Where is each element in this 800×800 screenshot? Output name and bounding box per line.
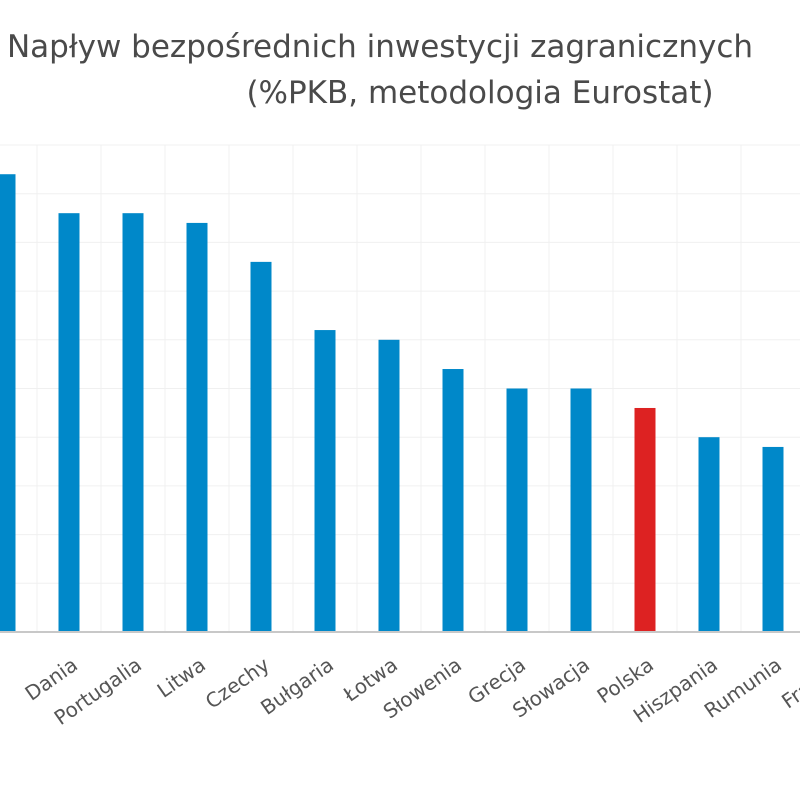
- bar-hiszpania: [698, 437, 720, 632]
- bar-rumunia: [762, 446, 784, 632]
- bar-czechy: [250, 261, 272, 632]
- bar-bułgaria: [314, 330, 336, 632]
- bars: [0, 174, 784, 633]
- bar-polska: [634, 407, 656, 632]
- gridlines: [0, 144, 800, 633]
- chart-title: Napływ bezpośrednich inwestycji zagranic…: [7, 29, 753, 65]
- x-tick-label: Bułgaria: [256, 652, 338, 719]
- bar-słowacja: [570, 388, 592, 632]
- x-tick-label: Francja: [777, 652, 800, 713]
- bar-słowenia: [442, 369, 464, 632]
- bar-portugalia: [122, 213, 144, 632]
- bar-litwa: [186, 222, 208, 633]
- bar-łotwa: [378, 339, 400, 632]
- bar-offscreen: [0, 174, 16, 632]
- chart-subtitle: (%PKB, metodologia Eurostat): [246, 75, 713, 111]
- bar-dania: [58, 213, 80, 632]
- bar-grecja: [506, 388, 528, 632]
